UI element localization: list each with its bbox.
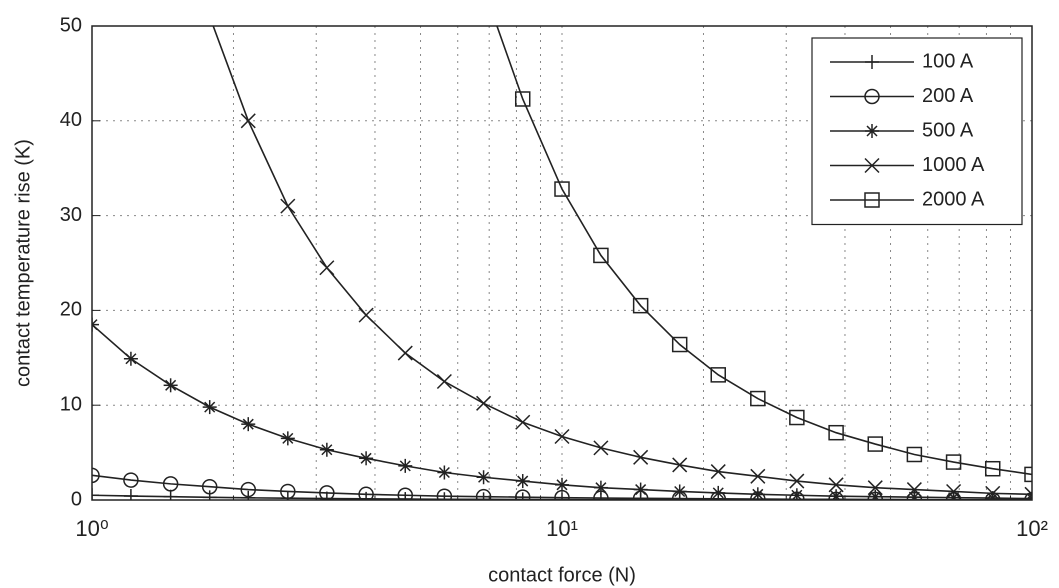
marker (359, 451, 373, 465)
marker (241, 417, 255, 431)
legend: 100 A 200 A 500 A 1000 A 2000 A (812, 38, 1022, 225)
marker (437, 466, 451, 480)
y-tick-label: 40 (60, 109, 82, 131)
marker (865, 124, 879, 138)
y-tick-label: 0 (71, 488, 82, 510)
x-axis-label: contact force (N) (488, 564, 636, 586)
x-tick-label: 10¹ (546, 516, 578, 541)
marker (124, 352, 138, 366)
marker (634, 483, 648, 497)
y-tick-label: 10 (60, 393, 82, 415)
marker (164, 378, 178, 392)
marker (555, 478, 569, 492)
marker (711, 486, 725, 500)
chart: 0 10 20 30 40 50 10⁰ 10¹ 10² contact force (N) c… (0, 0, 1059, 588)
marker (594, 481, 608, 495)
y-tick-label: 50 (60, 14, 82, 36)
legend-label: 2000 A (922, 188, 985, 210)
page: {"chart_data": {"type": "line", "xlabel"… (0, 0, 1059, 588)
marker (281, 431, 295, 445)
legend-label: 1000 A (922, 154, 985, 176)
marker (477, 470, 491, 484)
marker (673, 484, 687, 498)
legend-label: 200 A (922, 85, 974, 107)
y-axis-label: contact temperature rise (K) (12, 139, 34, 387)
legend-label: 100 A (922, 50, 974, 72)
y-tick-label: 20 (60, 299, 82, 321)
marker (516, 474, 530, 488)
x-tick-label: 10² (1016, 516, 1048, 541)
y-tick-label: 30 (60, 204, 82, 226)
x-tick-label: 10⁰ (75, 516, 108, 541)
marker (320, 443, 334, 457)
marker (751, 487, 765, 501)
legend-label: 500 A (922, 119, 974, 141)
marker (398, 459, 412, 473)
marker (203, 400, 217, 414)
